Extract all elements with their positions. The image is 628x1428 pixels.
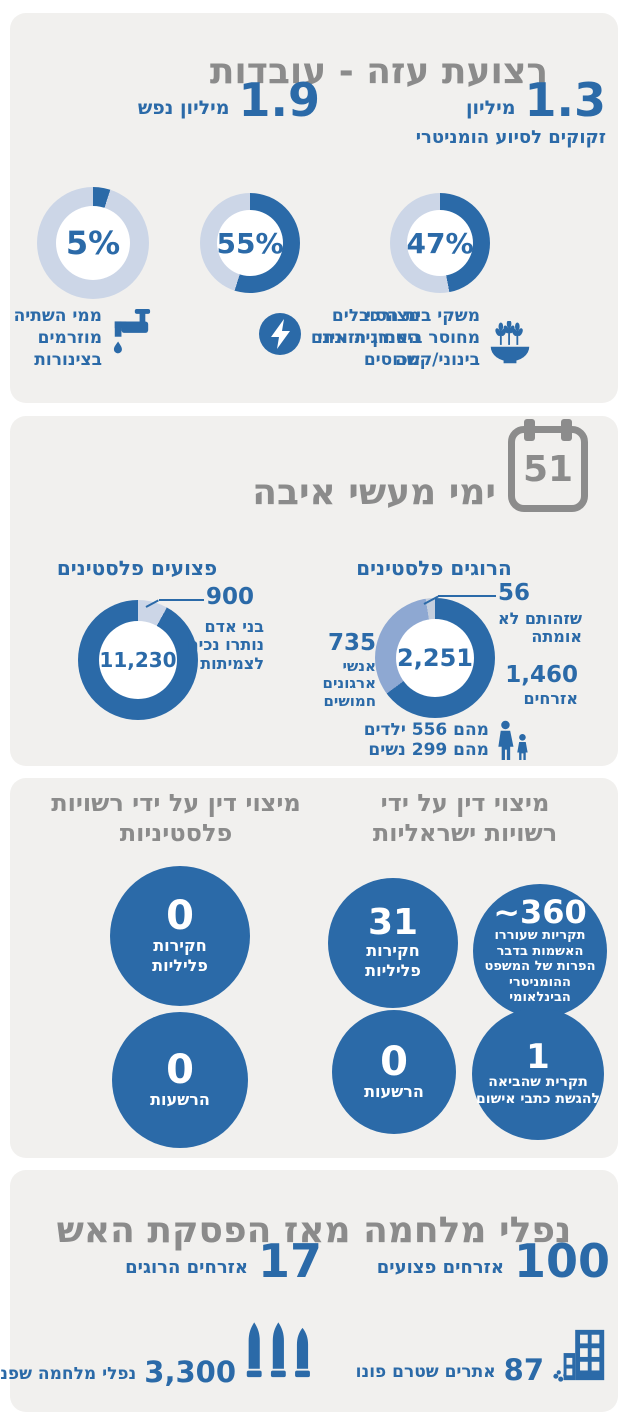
shells-icon: [244, 1320, 322, 1390]
donut-center: 11,230: [99, 621, 177, 699]
donut-center: 2,251: [396, 619, 474, 697]
caption-water: ממי השתיה מוזרמים בצינורות: [14, 305, 152, 371]
callout-militants-value: 735: [327, 630, 376, 656]
stat-remnants-cleared: 3,300 נפלי מלחמה שפנו: [0, 1320, 322, 1390]
circle-palestinian-convictions: 0 הרשעות: [112, 1012, 248, 1148]
chart-header: פצועים פלסטינים: [56, 556, 218, 580]
stat-value: 3,300: [144, 1355, 236, 1389]
stat-value: 100: [513, 1234, 610, 1288]
calendar-tab: [524, 419, 535, 441]
panel-gaza-facts: רצועת עזה - עובדות 1.3 מיליון זקוקים לסי…: [10, 13, 618, 403]
donut-water-piped: 5%: [37, 187, 149, 299]
killed-footnote-text: מהם 556 ילדים מהם 299 נשים: [363, 720, 489, 761]
stat-caption: זקוקים לסיוע הומניטרי: [415, 126, 606, 148]
chart-group-killed: הרוגים פלסטינים 2,251 56 שזהותם לא אומתה…: [310, 556, 600, 771]
caption-food-insecurity: משקי בית הסובלים מחוסר ביטחון תזונתי בינ…: [318, 305, 532, 371]
donut-percentage: 47%: [406, 226, 474, 260]
faucet-icon: [110, 307, 152, 359]
stat-sites-not-cleared: 87 אתרים שטרם פונו: [356, 1326, 610, 1388]
chart-header: הרוגים פלסטינים: [356, 556, 512, 580]
circle-label: הרשעות: [150, 1090, 210, 1109]
stat-population: 1.9 מיליון נפש: [137, 73, 321, 127]
wheat-bowl-icon: [488, 319, 532, 371]
chart-group-injured: פצועים פלסטינים 11,230 900 בני אדם נותרו…: [30, 556, 300, 771]
callout-disabled-value: 900: [206, 584, 255, 610]
circle-label: חקירות פליליות: [365, 941, 421, 980]
total-killed: 2,251: [397, 644, 473, 672]
header-israeli-authorities: מיצוי דין על ידי רשויות ישראליות: [372, 789, 558, 847]
lightning-icon: [257, 311, 303, 361]
stat-label: אזרחים הרוגים: [125, 1256, 248, 1278]
donut-caption: מצורכי האנרגיה אינם מכוסים: [310, 306, 420, 371]
panel-hostilities: 51 ימי מעשי איבה הרוגים פלסטינים 2,251 5…: [10, 416, 618, 766]
callout-line: [438, 595, 496, 597]
circle-value: 0: [380, 1039, 408, 1085]
circle-palestinian-investigations: 0 חקירות פליליות: [110, 866, 250, 1006]
building-rubble-icon: [552, 1326, 610, 1388]
donut-center: 47%: [406, 210, 474, 276]
donut-caption: משקי בית הסובלים מחוסר ביטחון תזונתי בינ…: [317, 306, 480, 371]
stat-label: נפלי מלחמה שפנו: [0, 1364, 137, 1384]
stat-label: אתרים שטרם פונו: [355, 1362, 496, 1382]
circle-label: חקירות פליליות: [152, 936, 208, 975]
donut-injured: 11,230: [78, 600, 198, 720]
circle-incidents: ~360 תקריות שעוררו האשמות בדבר הפרות של …: [473, 884, 607, 1018]
calendar-icon: 51: [508, 419, 588, 512]
stat-unit: מיליון נפש: [137, 96, 230, 119]
callout-civilians-label: אזרחים: [523, 689, 578, 708]
donut-energy-deficit: 55%: [200, 193, 300, 293]
page-title: רצועת עזה - עובדות: [209, 51, 548, 93]
days-count: 51: [522, 448, 574, 490]
panel-war-remnants: נפלי מלחמה מאז הפסקת האש 100 אזרחים פצוע…: [0, 1170, 618, 1412]
panel-accountability: מיצוי דין על ידי רשויות ישראליות מיצוי ד…: [10, 778, 618, 1158]
donut-percentage: 55%: [216, 226, 284, 260]
circle-value: 0: [166, 1047, 194, 1093]
callout-militants-label: אנשי ארגונים חמושים: [322, 657, 376, 710]
woman-child-icon: [496, 720, 530, 770]
callout-disabled-label: בני אדם נותרו נכים לצמיתות: [187, 617, 264, 673]
donut-center: 55%: [216, 210, 284, 276]
circle-value: 1: [526, 1036, 550, 1077]
section-title: נפלי מלחמה מאז הפסקת האש: [56, 1209, 572, 1251]
circle-label: תקריות שעוררו האשמות בדבר הפרות של המשפט…: [484, 928, 596, 1006]
circle-label: תקרית שהביאה להגשת כתבי אישום: [476, 1073, 600, 1108]
donut-percentage: 5%: [65, 224, 121, 262]
calendar-tab: [561, 419, 572, 441]
donut-center: 5%: [56, 206, 130, 280]
stat-value: 17: [257, 1234, 322, 1288]
stat-civilians-injured: 100 אזרחים פצועים: [376, 1234, 610, 1288]
stat-value: 1.9: [238, 73, 321, 127]
callout-unverified-label: שזהותם לא אומתה: [498, 609, 582, 647]
stat-value: 87: [503, 1353, 544, 1387]
circle-israeli-convictions: 0 הרשעות: [332, 1010, 456, 1134]
killed-footnote: מהם 556 ילדים מהם 299 נשים: [364, 720, 530, 770]
circle-label: הרשעות: [364, 1082, 424, 1101]
circle-indictment: 1 תקרית שהביאה להגשת כתבי אישום: [472, 1008, 604, 1140]
header-palestinian-authorities: מיצוי דין על ידי רשויות פלסטיניות: [51, 789, 301, 847]
stat-value: 1.3: [524, 73, 607, 127]
circle-israeli-investigations: 31 חקירות פליליות: [328, 878, 458, 1008]
stat-unit: מיליון: [466, 96, 516, 119]
donut-food-insecurity: 47%: [390, 193, 490, 293]
donut-caption: ממי השתיה מוזרמים בצינורות: [13, 306, 102, 371]
stat-humanitarian-need: 1.3 מיליון זקוקים לסיוע הומניטרי: [415, 73, 607, 148]
caption-energy: מצורכי האנרגיה אינם מכוסים: [257, 305, 420, 371]
stat-label: אזרחים פצועים: [376, 1256, 504, 1278]
stat-civilians-killed: 17 אזרחים הרוגים: [125, 1234, 322, 1288]
callout-line: [159, 599, 204, 601]
donut-killed: 2,251: [375, 598, 495, 718]
total-injured: 11,230: [99, 648, 177, 672]
section-title: ימי מעשי איבה: [252, 471, 496, 513]
circle-value: 31: [367, 902, 419, 943]
circle-value: 0: [166, 893, 194, 939]
callout-civilians-value: 1,460: [505, 662, 578, 688]
circle-value: ~360: [493, 893, 587, 932]
callout-unverified-value: 56: [498, 580, 531, 606]
